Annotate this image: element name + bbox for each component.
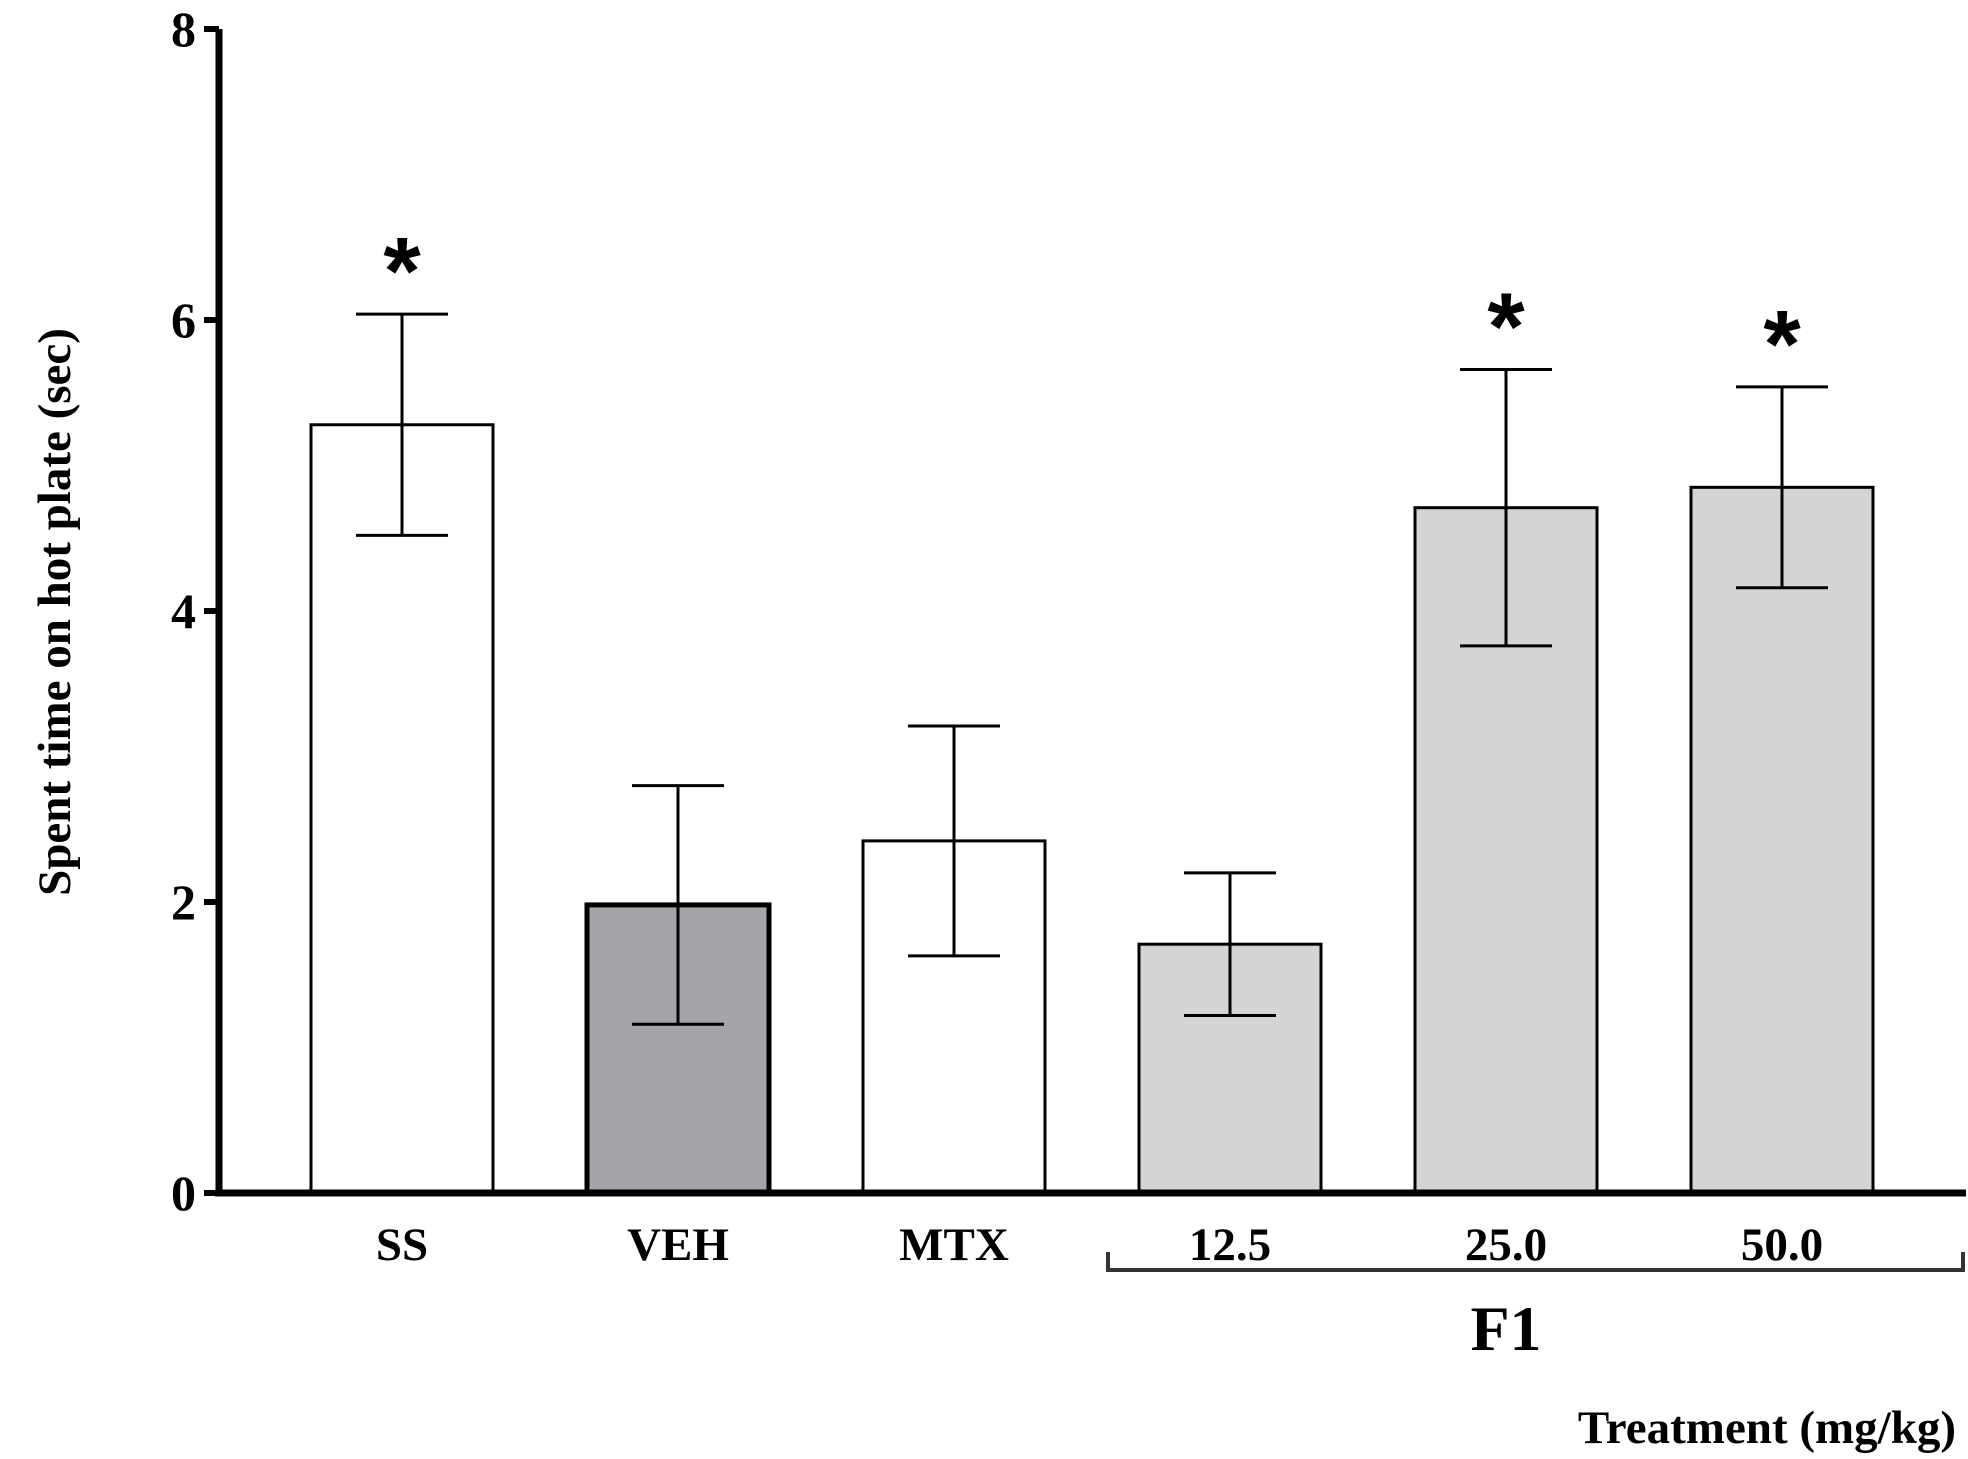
- y-tick-label-0: 0: [171, 1165, 196, 1221]
- x-tick-label-25.0: 25.0: [1465, 1219, 1547, 1271]
- significance-mark-50.0: *: [1763, 291, 1801, 398]
- category-labels-layer: SS VEH MTX 12.5 25.0 50.0: [376, 1219, 1823, 1271]
- group-bracket: [1106, 1252, 1965, 1272]
- group-bracket-layer: F1: [1106, 1252, 1965, 1364]
- error-bar-MTX: [908, 724, 1000, 958]
- error-bar-SS: [356, 312, 448, 537]
- bar-SS: [309, 423, 495, 1195]
- y-tick-label-2: 2: [171, 874, 196, 930]
- bars-layer: [309, 423, 1875, 1196]
- x-tick-label-50.0: 50.0: [1741, 1219, 1823, 1271]
- group-label: F1: [1470, 1293, 1541, 1364]
- y-tick-label-8: 8: [171, 1, 196, 57]
- x-axis-title: Treatment (mg/kg): [1578, 1402, 1956, 1454]
- significance-mark-SS: *: [383, 218, 421, 325]
- error-bar-12.5: [1184, 871, 1276, 1017]
- bar-50.0: [1689, 485, 1875, 1195]
- x-tick-label-MTX: MTX: [899, 1219, 1009, 1271]
- y-tick-label-4: 4: [171, 583, 196, 639]
- significance-layer: * * *: [383, 218, 1801, 398]
- error-bar-25.0: [1460, 367, 1552, 648]
- y-axis-title: Spent time on hot plate (sec): [29, 328, 81, 896]
- x-tick-label-SS: SS: [376, 1219, 428, 1271]
- x-tick-label-12.5: 12.5: [1189, 1219, 1271, 1271]
- error-bar-VEH: [632, 784, 724, 1026]
- significance-mark-25.0: *: [1487, 273, 1525, 380]
- y-ticks-layer: 0 2 4 6 8: [171, 1, 219, 1221]
- error-bars-layer: [356, 312, 1828, 1026]
- error-bar-50.0: [1736, 385, 1828, 590]
- y-tick-label-6: 6: [171, 292, 196, 348]
- x-tick-label-VEH: VEH: [627, 1219, 729, 1271]
